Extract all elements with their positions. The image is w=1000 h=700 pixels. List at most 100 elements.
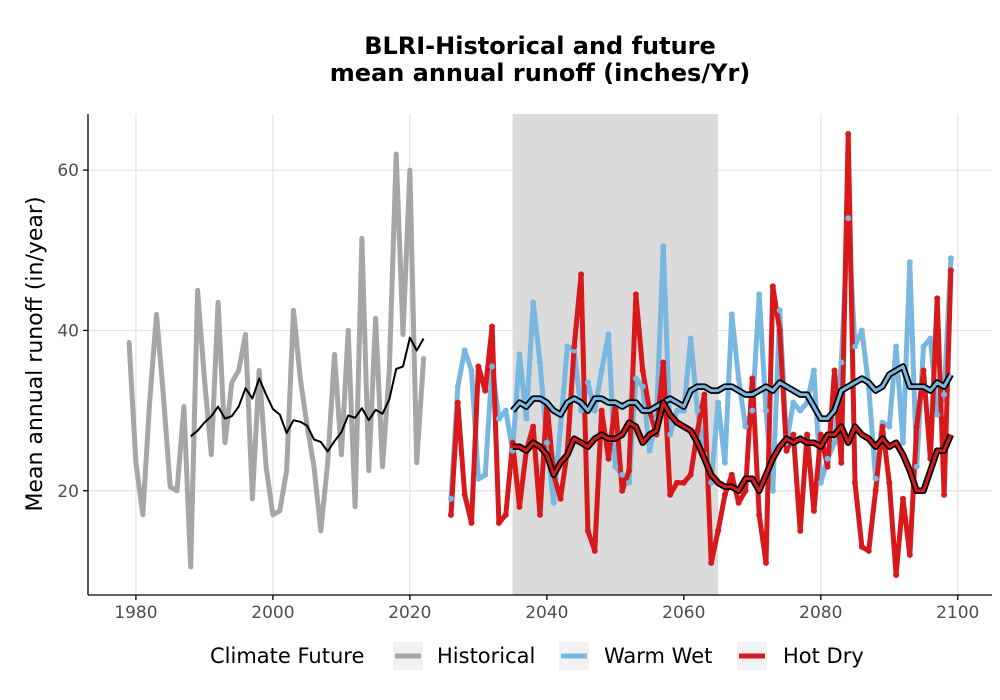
data-point-hot-dry [852, 479, 859, 486]
data-point-warm-wet [810, 367, 817, 374]
data-point-hot-dry [475, 363, 482, 370]
data-point-hot-dry [947, 267, 954, 274]
x-tick-label: 2020 [388, 603, 431, 623]
data-point-hot-dry [715, 527, 722, 534]
data-point-hot-dry [769, 283, 776, 290]
data-point-hot-dry [913, 423, 920, 430]
data-point-warm-wet [564, 343, 571, 350]
data-point-warm-wet [502, 407, 509, 414]
data-point-hot-dry [454, 399, 461, 406]
data-point-warm-wet [906, 259, 913, 266]
data-point-warm-wet [612, 463, 619, 470]
smooth-line-warm-wet [511, 365, 953, 421]
data-point-warm-wet [461, 347, 468, 354]
data-point-warm-wet [769, 487, 776, 494]
data-point-hot-dry [447, 511, 454, 518]
data-point-hot-dry [708, 559, 715, 566]
data-point-warm-wet [687, 335, 694, 342]
smooth-line-historical [190, 336, 425, 453]
data-point-hot-dry [639, 367, 646, 374]
data-point-warm-wet [516, 351, 523, 358]
data-point-warm-wet [797, 407, 804, 414]
data-point-hot-dry [482, 387, 489, 394]
data-point-hot-dry [461, 491, 468, 498]
data-point-warm-wet [824, 455, 831, 462]
data-point-warm-wet [715, 399, 722, 406]
y-tick-label: 60 [57, 161, 79, 181]
data-point-hot-dry [721, 491, 728, 498]
legend-label-historical: Historical [437, 644, 535, 668]
shaded-period [512, 114, 719, 595]
data-point-hot-dry [886, 479, 893, 486]
data-point-warm-wet [756, 291, 763, 298]
data-point-warm-wet [591, 407, 598, 414]
data-point-warm-wet [742, 423, 749, 430]
data-point-warm-wet [530, 299, 537, 306]
data-point-warm-wet [934, 411, 941, 418]
data-point-hot-dry [667, 491, 674, 498]
x-tick-label: 2060 [662, 603, 705, 623]
x-tick-label: 1980 [114, 603, 157, 623]
data-point-warm-wet [721, 459, 728, 466]
data-point-warm-wet [728, 311, 735, 318]
smooth-line-hot-dry [512, 401, 953, 493]
data-point-warm-wet [482, 471, 489, 478]
data-point-warm-wet [667, 431, 674, 438]
data-point-hot-dry [749, 375, 756, 382]
data-point-warm-wet [605, 331, 612, 338]
data-point-hot-dry [934, 295, 941, 302]
data-point-warm-wet [632, 375, 639, 382]
data-point-hot-dry [619, 487, 626, 494]
data-point-warm-wet [920, 343, 927, 350]
data-point-warm-wet [845, 215, 852, 222]
data-point-warm-wet [899, 439, 906, 446]
data-point-hot-dry [701, 391, 708, 398]
data-point-hot-dry [728, 471, 735, 478]
data-point-hot-dry [591, 547, 598, 554]
data-point-warm-wet [523, 415, 530, 422]
data-point-warm-wet [454, 383, 461, 390]
data-point-hot-dry [906, 551, 913, 558]
data-point-warm-wet [550, 499, 557, 506]
y-tick-label: 20 [57, 482, 79, 502]
data-point-warm-wet [639, 383, 646, 390]
data-point-warm-wet [941, 391, 948, 398]
data-point-hot-dry [598, 407, 605, 414]
data-point-hot-dry [502, 511, 509, 518]
chart-title-line2: mean annual runoff (inches/Yr) [330, 59, 751, 87]
data-point-hot-dry [756, 511, 763, 518]
data-point-hot-dry [530, 423, 537, 430]
data-point-hot-dry [858, 543, 865, 550]
data-point-warm-wet [763, 407, 769, 414]
data-point-hot-dry [797, 527, 804, 534]
data-point-hot-dry [941, 491, 948, 498]
data-point-hot-dry [831, 367, 838, 374]
data-point-warm-wet [598, 367, 605, 374]
data-point-warm-wet [838, 359, 845, 366]
series-line-warm-wet [448, 215, 954, 506]
data-point-hot-dry [838, 459, 845, 466]
data-point-hot-dry [489, 323, 496, 330]
data-point-hot-dry [632, 291, 639, 298]
data-point-hot-dry [626, 467, 633, 474]
data-point-hot-dry [578, 271, 585, 278]
data-point-warm-wet [694, 407, 701, 414]
data-point-hot-dry [468, 519, 475, 526]
data-point-hot-dry [865, 547, 872, 554]
data-point-warm-wet [927, 335, 934, 342]
data-point-warm-wet [872, 475, 879, 482]
data-point-warm-wet [495, 415, 502, 422]
legend-title: Climate Future [210, 644, 364, 668]
x-tick-label: 2100 [936, 603, 979, 623]
x-tick-label: 2040 [525, 603, 568, 623]
data-point-warm-wet [776, 307, 783, 314]
legend-label-warm-wet: Warm Wet [604, 644, 712, 668]
data-point-hot-dry [804, 431, 811, 438]
data-point-hot-dry [872, 487, 879, 494]
legend-label-hot-dry: Hot Dry [783, 644, 864, 668]
chart-title-line1: BLRI-Historical and future [364, 32, 716, 60]
data-point-hot-dry [537, 511, 543, 518]
data-point-warm-wet [584, 379, 591, 386]
data-point-hot-dry [687, 471, 694, 478]
